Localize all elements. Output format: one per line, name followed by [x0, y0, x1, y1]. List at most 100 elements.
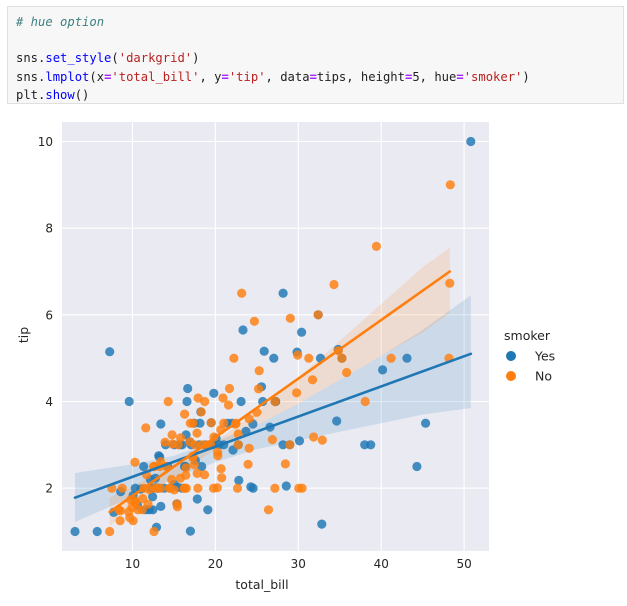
point-no — [292, 388, 302, 398]
point-no — [243, 459, 253, 469]
code-line: sns.set_style('darkgrid') — [16, 49, 623, 67]
point-no — [115, 516, 125, 526]
point-yes — [278, 288, 288, 298]
point-yes — [294, 436, 305, 446]
regression-lines — [73, 270, 473, 514]
point-no — [280, 459, 290, 469]
point-yes — [248, 483, 258, 493]
point-yes — [297, 327, 307, 337]
code-token: lmplot — [45, 69, 90, 84]
point-no — [267, 435, 277, 445]
point-no — [329, 279, 339, 290]
point-yes — [209, 388, 219, 398]
point-no — [360, 396, 370, 407]
code-token: 'tip' — [228, 69, 266, 84]
point-no — [213, 451, 223, 461]
code-token: , y — [199, 69, 222, 84]
point-yes — [421, 418, 431, 428]
point-no — [216, 464, 226, 474]
point-no — [445, 180, 455, 190]
code-token: 5, hue — [412, 69, 457, 84]
code-token: 'smoker' — [463, 69, 523, 84]
point-no — [173, 440, 183, 450]
point-no — [309, 432, 319, 442]
code-token: set_style — [45, 51, 112, 66]
code-token: sns — [16, 69, 39, 84]
y-tick-labels: 2 4 6 8 10 — [38, 135, 53, 496]
point-yes — [156, 501, 166, 511]
point-no — [180, 409, 190, 419]
point-no — [254, 366, 264, 376]
point-no — [141, 423, 151, 433]
point-no — [285, 440, 295, 450]
point-no — [200, 396, 210, 407]
point-no — [181, 463, 191, 473]
code-token: show — [45, 87, 75, 102]
legend-marker-no — [506, 371, 516, 381]
point-no — [219, 418, 229, 428]
point-no — [317, 435, 327, 445]
code-token: = — [221, 69, 229, 84]
code-token: () — [74, 87, 90, 102]
legend-marker-yes — [506, 351, 516, 361]
x-tick-label: 10 — [125, 557, 140, 571]
legend-label-no: No — [535, 369, 552, 384]
y-tick-label: 4 — [45, 395, 53, 409]
code-token: ( — [111, 51, 119, 66]
point-no — [155, 483, 165, 493]
x-tick-labels: 10 20 30 40 50 — [125, 557, 472, 571]
point-no — [199, 470, 210, 480]
code-token: ) — [522, 69, 530, 84]
point-yes — [366, 440, 376, 450]
point-yes — [192, 494, 202, 504]
point-yes — [317, 519, 327, 529]
point-no — [304, 353, 314, 363]
point-no — [181, 483, 191, 493]
code-token: = — [404, 69, 413, 84]
point-no — [163, 396, 173, 407]
point-no — [189, 460, 199, 470]
x-tick-label: 30 — [291, 557, 306, 571]
code-cell[interactable]: # hue option sns.set_style('darkgrid') sn… — [7, 6, 624, 104]
point-yes — [148, 492, 158, 502]
code-token: = — [309, 69, 317, 84]
point-yes — [332, 416, 342, 426]
code-token: ) — [192, 51, 200, 66]
point-no — [176, 433, 186, 443]
point-no — [254, 384, 264, 394]
point-no — [249, 316, 259, 326]
code-token: 'total_bill' — [111, 69, 200, 84]
point-yes — [402, 353, 412, 363]
x-axis-label: total_bill — [235, 577, 288, 592]
point-no — [270, 396, 280, 407]
code-line: plt.show() — [16, 86, 623, 104]
point-yes — [259, 346, 269, 356]
point-yes — [139, 461, 149, 472]
point-yes — [70, 526, 80, 537]
x-tick-label: 50 — [456, 557, 471, 571]
plot-background — [62, 122, 489, 551]
code-token: . — [38, 69, 46, 84]
point-no — [128, 516, 138, 526]
point-no — [185, 437, 195, 447]
point-no — [270, 483, 280, 493]
code-lines: # hue option sns.set_style('darkgrid') sn… — [16, 13, 623, 104]
point-no — [232, 483, 243, 493]
point-no — [137, 505, 147, 515]
point-no — [192, 468, 202, 478]
code-token: 'darkgrid' — [118, 51, 193, 66]
point-no — [115, 506, 125, 516]
point-no — [244, 443, 254, 453]
point-no — [223, 400, 234, 410]
point-no — [224, 383, 235, 394]
point-no — [445, 278, 455, 288]
point-yes — [238, 325, 248, 335]
point-yes — [183, 383, 193, 394]
code-token: sns — [16, 51, 39, 66]
code-token: (x — [89, 69, 105, 84]
point-no — [313, 310, 323, 320]
point-no — [105, 526, 115, 537]
point-no — [196, 407, 206, 417]
point-yes — [278, 440, 288, 450]
